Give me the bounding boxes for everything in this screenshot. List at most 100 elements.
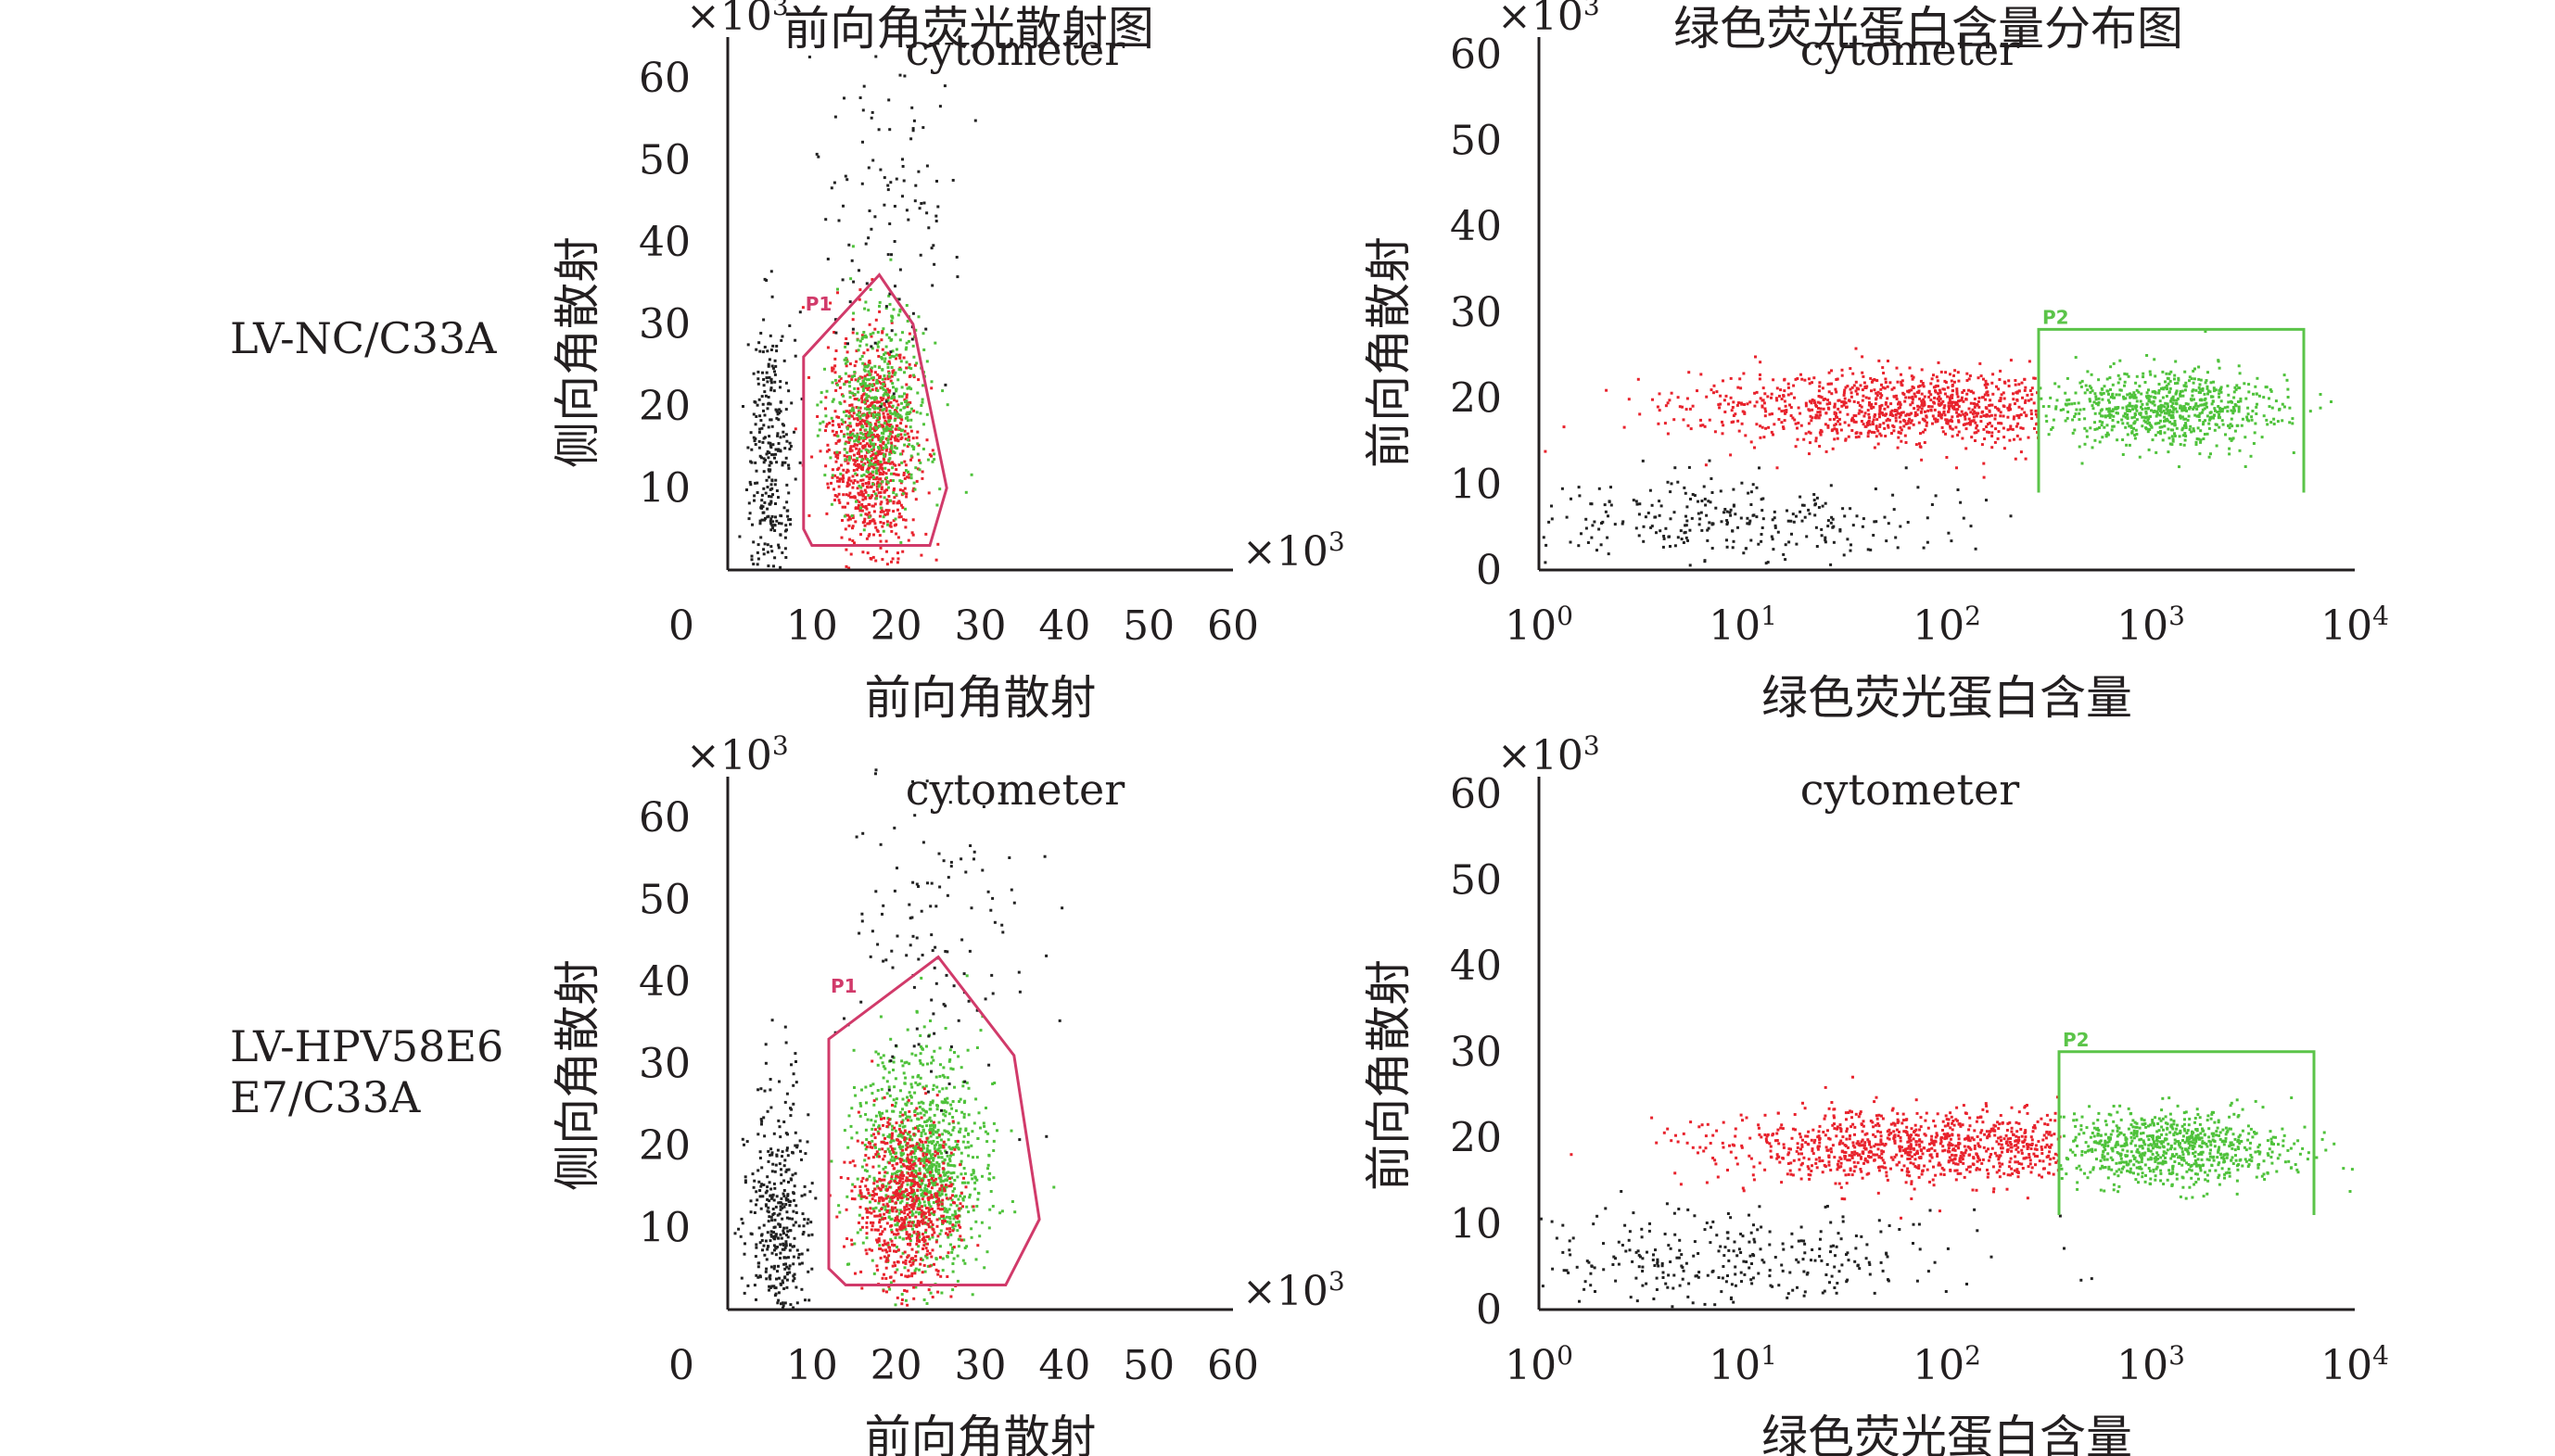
event-dot	[1669, 545, 1672, 548]
event-dot	[918, 1234, 922, 1238]
event-dot	[947, 1175, 950, 1179]
event-dot	[2135, 388, 2139, 392]
event-dot	[1873, 520, 1876, 524]
event-dot	[2177, 378, 2180, 382]
event-dot	[1911, 395, 1914, 399]
event-dot	[1584, 526, 1588, 530]
event-dot	[1927, 405, 1931, 409]
event-dot	[905, 1144, 909, 1147]
event-dot	[2110, 428, 2114, 432]
event-dot	[1699, 511, 1703, 514]
event-dot	[881, 348, 884, 351]
event-dot	[945, 1130, 948, 1133]
event-dot	[866, 551, 870, 555]
event-dot	[922, 1129, 925, 1133]
event-dot	[1685, 505, 1689, 509]
event-dot	[779, 436, 782, 439]
event-dot	[1658, 513, 1661, 517]
event-dot	[769, 500, 773, 504]
event-dot	[949, 1203, 953, 1207]
event-dot	[858, 269, 860, 272]
event-dot	[858, 1228, 862, 1232]
event-dot	[863, 392, 867, 396]
event-dot	[771, 520, 775, 524]
event-dot	[1827, 407, 1831, 411]
event-dot	[2165, 408, 2168, 411]
event-dot	[883, 1142, 887, 1146]
event-dot	[757, 398, 761, 401]
event-dot	[1973, 431, 1977, 435]
event-dot	[2023, 377, 2027, 381]
event-dot	[2232, 390, 2236, 394]
event-dot	[1680, 538, 1684, 541]
event-dot	[932, 1058, 935, 1062]
event-dot	[908, 473, 911, 476]
event-dot	[890, 435, 894, 438]
event-dot	[1854, 432, 1858, 435]
event-dot	[928, 453, 932, 457]
event-dot	[1927, 395, 1931, 399]
event-dot	[2002, 414, 2005, 418]
event-dot	[880, 462, 883, 466]
event-dot	[925, 1188, 928, 1191]
event-dot	[752, 372, 756, 375]
event-dot	[1761, 526, 1764, 529]
event-dot	[2213, 428, 2217, 432]
event-dot	[1911, 401, 1914, 405]
event-dot	[881, 424, 884, 427]
event-dot	[912, 481, 916, 485]
event-dot	[914, 1145, 918, 1148]
event-dot	[2288, 421, 2292, 424]
event-dot	[2183, 408, 2187, 411]
event-dot	[871, 482, 875, 486]
event-dot	[2207, 426, 2211, 430]
event-dot	[909, 387, 913, 391]
event-dot	[1872, 534, 1875, 537]
event-dot	[893, 1147, 896, 1151]
event-dot	[871, 1059, 874, 1063]
event-dot	[911, 489, 915, 493]
event-dot	[1860, 410, 1863, 413]
event-dot	[860, 468, 864, 472]
event-dot	[898, 413, 902, 417]
event-dot	[909, 367, 913, 371]
event-dot	[2014, 457, 2017, 461]
event-dot	[1793, 396, 1796, 399]
event-dot	[957, 1220, 960, 1223]
event-dot	[1736, 386, 1740, 389]
event-dot	[849, 277, 853, 281]
event-dot	[958, 1207, 961, 1210]
event-dot	[787, 389, 791, 393]
event-dot	[909, 1239, 912, 1242]
event-dot	[1837, 407, 1840, 411]
event-dot	[2206, 392, 2209, 396]
event-dot	[905, 403, 909, 407]
event-dot	[1900, 373, 1902, 376]
event-dot	[902, 1158, 906, 1162]
event-dot	[2125, 405, 2129, 409]
event-dot	[2244, 397, 2248, 400]
event-dot	[2035, 422, 2039, 425]
event-dot	[913, 363, 917, 367]
event-dot	[1704, 463, 1708, 467]
event-dot	[2165, 395, 2168, 398]
event-dot	[874, 451, 878, 455]
event-dot	[1595, 549, 1598, 552]
event-dot	[901, 158, 904, 161]
event-dot	[767, 364, 770, 368]
event-dot	[2192, 369, 2195, 373]
event-dot	[1864, 396, 1868, 399]
event-dot	[878, 1244, 882, 1247]
event-dot	[1830, 369, 1833, 373]
event-dot	[888, 452, 892, 456]
event-dot	[1684, 536, 1688, 539]
event-dot	[904, 348, 908, 351]
event-dot	[2223, 406, 2227, 410]
event-dot	[2104, 415, 2107, 419]
event-dot	[1812, 376, 1816, 380]
event-dot	[1873, 413, 1876, 417]
event-dot	[937, 1168, 941, 1171]
event-dot	[2097, 378, 2101, 382]
event-dot	[893, 411, 896, 414]
